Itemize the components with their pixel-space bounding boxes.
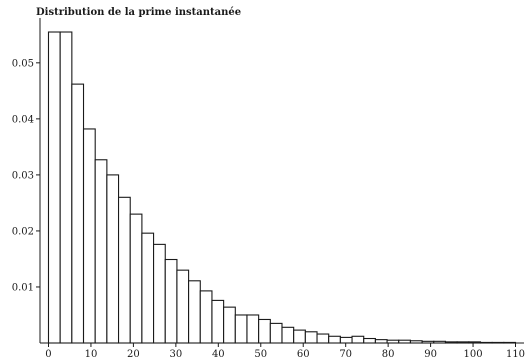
bars-group <box>47 31 517 344</box>
histogram-bar-20 <box>281 326 295 344</box>
histogram-bar-19 <box>269 322 283 344</box>
histogram-bar-5 <box>106 174 120 344</box>
histogram-bar-14 <box>211 299 225 344</box>
histogram-bar-21 <box>293 329 306 344</box>
x-tick-label-80: 80 <box>382 349 395 360</box>
x-tick-label-50: 50 <box>254 349 267 360</box>
histogram-bar-3 <box>82 128 96 344</box>
histogram-bar-0 <box>47 31 61 344</box>
x-tick-label-70: 70 <box>339 349 352 360</box>
histogram-bar-25 <box>339 336 353 344</box>
histogram-bar-15 <box>223 306 236 344</box>
x-ticks-group: 0 10 20 30 40 50 60 70 80 90 100 110 <box>45 343 525 360</box>
histogram-bar-1 <box>59 31 73 344</box>
y-tick-label-2: 0.03 <box>12 170 34 181</box>
x-tick-label-100: 100 <box>464 349 483 360</box>
histogram-bar-7 <box>129 213 143 344</box>
histogram-bar-17 <box>246 314 260 344</box>
x-tick-label-40: 40 <box>212 349 225 360</box>
histogram-bar-4 <box>94 159 108 344</box>
x-tick-label-10: 10 <box>85 349 98 360</box>
histogram-bar-2 <box>71 83 85 344</box>
histogram-bar-6 <box>117 196 131 344</box>
x-tick-label-90: 90 <box>424 349 437 360</box>
histogram-bar-13 <box>199 290 213 344</box>
x-tick-label-60: 60 <box>297 349 310 360</box>
histogram-bar-8 <box>141 232 155 344</box>
histogram-bar-23 <box>316 333 330 344</box>
histogram-bar-28 <box>374 339 388 344</box>
histogram-bar-26 <box>351 335 365 344</box>
y-tick-label-4: 0.05 <box>12 58 34 69</box>
histogram-bar-10 <box>164 258 178 344</box>
x-tick-label-110: 110 <box>506 349 525 360</box>
histogram-bar-22 <box>304 331 318 344</box>
chart-title: Distribution de la prime instantanée <box>36 7 241 18</box>
histogram-bar-9 <box>153 243 166 344</box>
histogram-bar-18 <box>258 318 271 344</box>
y-tick-label-0: 0.01 <box>12 282 34 293</box>
x-tick-label-20: 20 <box>127 349 140 360</box>
histogram-bar-11 <box>176 269 190 344</box>
y-tick-label-1: 0.02 <box>12 226 34 237</box>
histogram-bar-24 <box>328 335 341 344</box>
x-tick-label-30: 30 <box>169 349 182 360</box>
y-ticks-group: 0.01 0.02 0.03 0.04 0.05 <box>12 58 40 293</box>
y-tick-label-3: 0.04 <box>12 114 34 125</box>
histogram-bar-27 <box>363 337 376 344</box>
histogram-bar-12 <box>188 280 201 344</box>
x-tick-label-0: 0 <box>45 349 51 360</box>
histogram-bar-16 <box>234 314 248 344</box>
